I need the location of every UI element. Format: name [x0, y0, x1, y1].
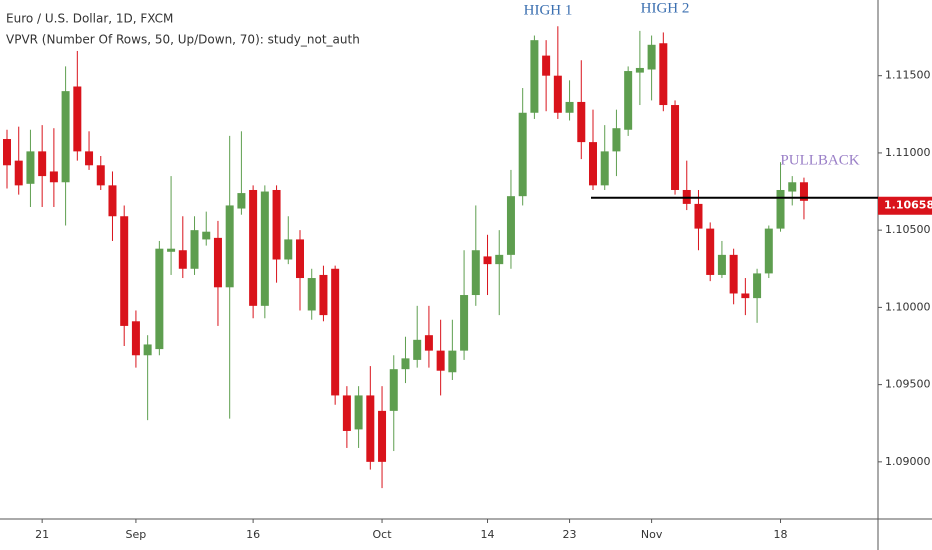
- candle-body: [776, 189, 785, 229]
- candle-body: [237, 193, 246, 209]
- x-tick-label: Sep: [126, 528, 147, 541]
- annotation: PULLBACK: [780, 152, 859, 168]
- candle-body: [495, 254, 504, 265]
- last-price-badge: [878, 196, 932, 215]
- candle-body: [284, 239, 293, 260]
- x-tick-label: 14: [481, 528, 495, 541]
- annotation: HIGH 1: [524, 2, 573, 18]
- candle-body: [706, 228, 715, 275]
- candle-body: [342, 395, 351, 431]
- candle-body: [753, 273, 762, 299]
- candle-body: [741, 293, 750, 299]
- y-tick-label: 1.10000: [885, 300, 931, 313]
- candle-body: [671, 105, 680, 190]
- candle-body: [96, 165, 105, 186]
- candle-body: [49, 171, 58, 183]
- candle-body: [249, 189, 258, 306]
- candle-body: [589, 142, 597, 186]
- candle-body: [647, 44, 656, 70]
- candle-body: [14, 160, 23, 186]
- candle-body: [764, 228, 773, 274]
- y-tick-label: 1.10500: [885, 223, 931, 236]
- candle-body: [167, 248, 176, 252]
- candle-body: [506, 196, 515, 255]
- x-tick-label: 18: [774, 528, 788, 541]
- y-tick-label: 1.11000: [885, 146, 931, 159]
- candle-body: [659, 43, 668, 106]
- candle-body: [73, 86, 82, 152]
- chart-title: Euro / U.S. Dollar, 1D, FXCM: [6, 12, 173, 26]
- candle-body: [717, 254, 726, 275]
- x-tick-label: 21: [35, 528, 49, 541]
- candle-body: [401, 358, 410, 370]
- annotation: HIGH 2: [641, 0, 690, 16]
- candle-body: [530, 40, 539, 113]
- x-tick-label: 23: [563, 528, 577, 541]
- candle-body: [788, 182, 797, 192]
- candle-body: [131, 321, 140, 356]
- candle-body: [600, 151, 609, 186]
- candle-body: [260, 191, 269, 306]
- candle-body: [272, 189, 281, 260]
- x-tick-label: Oct: [373, 528, 393, 541]
- candle-body: [518, 112, 527, 197]
- candle-body: [624, 71, 633, 130]
- candle-body: [413, 339, 422, 360]
- candle-body: [424, 335, 433, 351]
- x-tick-label: 16: [246, 528, 260, 541]
- candle-body: [448, 350, 457, 373]
- candle-body: [483, 256, 492, 265]
- candle-body: [120, 216, 129, 326]
- candle-body: [471, 250, 480, 296]
- candle-body: [213, 237, 222, 288]
- candle-body: [694, 203, 703, 229]
- candle-body: [26, 151, 35, 184]
- candle-body: [354, 395, 363, 430]
- chart-subtitle: VPVR (Number Of Rows, 50, Up/Down, 70): …: [6, 33, 360, 47]
- candle-body: [577, 101, 586, 143]
- candle-body: [460, 295, 469, 351]
- candle-body: [38, 151, 47, 177]
- candle-body: [553, 75, 562, 113]
- candle-body: [307, 278, 316, 311]
- candle-body: [3, 139, 11, 166]
- candle-body: [389, 369, 398, 411]
- last-price-label: 1.10658: [884, 199, 932, 212]
- candle-body: [378, 410, 387, 462]
- candle-body: [799, 182, 808, 201]
- candle-body: [331, 268, 340, 396]
- candle-body: [542, 55, 551, 76]
- candle-body: [635, 67, 644, 73]
- candle-body: [143, 344, 152, 356]
- candle-body: [296, 239, 304, 279]
- candle-body: [85, 151, 94, 166]
- candle-body: [565, 101, 574, 113]
- candle-body: [61, 91, 70, 183]
- candle-body: [225, 205, 234, 288]
- candle-body: [108, 185, 117, 217]
- y-tick-label: 1.09500: [885, 378, 931, 391]
- y-tick-label: 1.09000: [885, 455, 931, 468]
- candle-body: [366, 395, 375, 462]
- candle-body: [612, 128, 621, 152]
- candle-body: [155, 248, 164, 350]
- candle-body: [202, 231, 211, 240]
- x-tick-label: Nov: [641, 528, 663, 541]
- candle-body: [436, 350, 445, 371]
- candle-body: [319, 274, 328, 316]
- candle-body: [729, 254, 738, 294]
- y-tick-label: 1.11500: [885, 69, 931, 82]
- candle-body: [178, 250, 187, 269]
- candle-body: [190, 230, 199, 269]
